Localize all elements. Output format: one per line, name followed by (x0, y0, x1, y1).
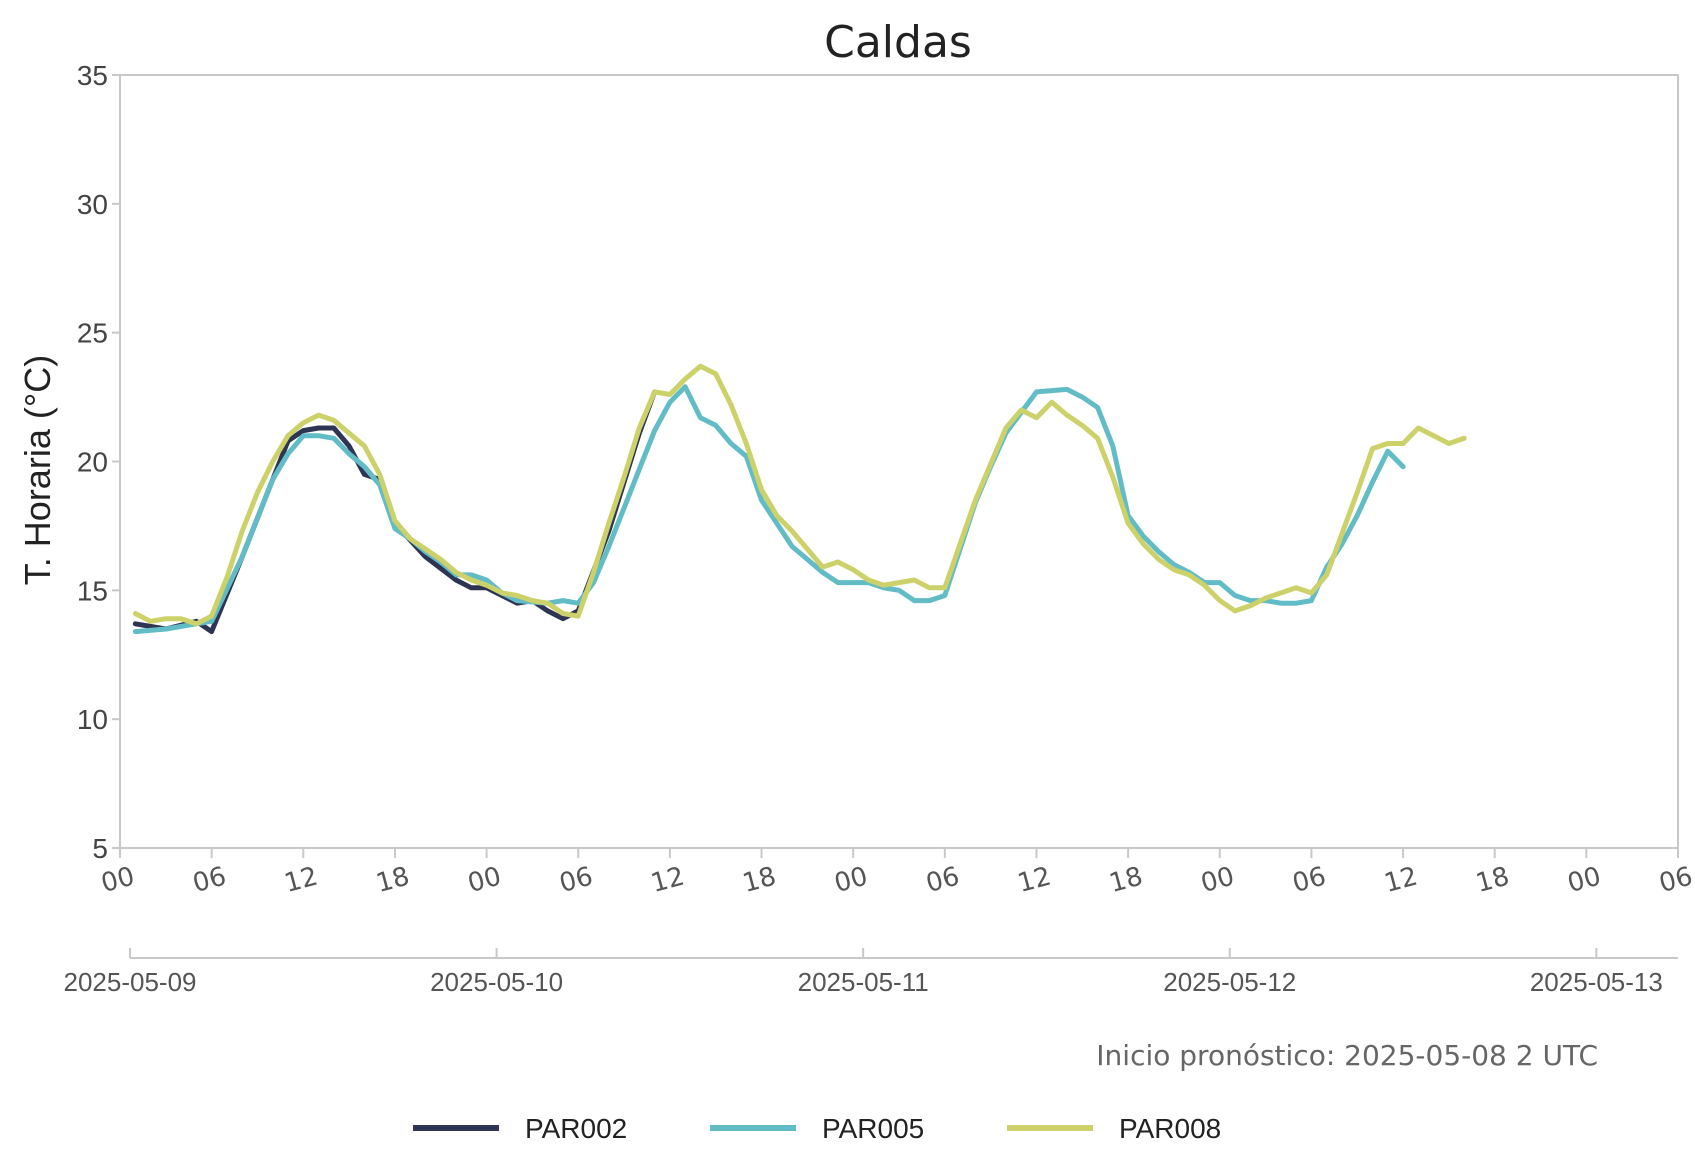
x-hour-axis: 00 06 12 18 00 06 12 18 00 06 12 18 00 06 12 18 00 06 (98, 848, 1695, 899)
x-date-axis: 2025-05-09 2025-05-10 2025-05-11 2025-05-12… (64, 948, 1678, 997)
y-tick-label: 5 (92, 833, 108, 864)
y-tick-label: 35 (77, 60, 108, 91)
x-hour-tick-label: 12 (281, 862, 321, 900)
date-tick-label: 2025-05-10 (430, 967, 563, 997)
x-hour-tick-label: 00 (465, 862, 505, 900)
x-hour-tick-label: 00 (98, 862, 138, 900)
y-tick-label: 20 (77, 447, 108, 478)
x-hour-tick-label: 12 (648, 862, 688, 900)
legend-label-par002: PAR002 (525, 1113, 627, 1144)
legend-label-par005: PAR005 (822, 1113, 924, 1144)
y-tick-label: 10 (77, 704, 108, 735)
plot-area-border (119, 74, 1679, 849)
x-hour-tick-label: 00 (831, 862, 871, 900)
series-line-par005 (132, 384, 1406, 635)
x-hour-tick-label: 06 (190, 862, 230, 900)
legend-label-par008: PAR008 (1119, 1113, 1221, 1144)
x-hour-tick-label: 06 (1289, 862, 1329, 900)
date-tick-label: 2025-05-13 (1530, 967, 1663, 997)
x-hour-tick-label: 00 (1564, 862, 1604, 900)
y-tick-label: 30 (77, 189, 108, 220)
date-tick-label: 2025-05-09 (64, 967, 197, 997)
series-line-par002 (132, 389, 658, 635)
plot-frame (119, 74, 1679, 849)
series-line-par008 (132, 363, 1467, 627)
chart-title: Caldas (824, 17, 972, 68)
x-hour-tick-label: 06 (923, 862, 963, 900)
y-axis-label: T. Horaria (°C) (17, 355, 58, 585)
x-hour-tick-label: 00 (1198, 862, 1238, 900)
date-tick-label: 2025-05-12 (1163, 967, 1296, 997)
date-tick-label: 2025-05-11 (798, 967, 929, 997)
y-tick-label: 25 (77, 318, 108, 349)
x-hour-tick-label: 18 (373, 862, 413, 900)
x-hour-tick-label: 12 (1381, 862, 1421, 900)
x-hour-tick-label: 18 (1473, 862, 1513, 900)
y-axis: 5 10 15 20 25 30 35 (77, 60, 120, 864)
legend: PAR002 PAR005 PAR008 (413, 1113, 1221, 1144)
x-hour-tick-label: 06 (556, 862, 596, 900)
forecast-start-note: Inicio pronóstico: 2025-05-08 2 UTC (1096, 1039, 1598, 1072)
y-tick-label: 15 (77, 575, 108, 606)
x-hour-tick-label: 12 (1015, 862, 1055, 900)
x-hour-tick-label: 06 (1656, 862, 1695, 900)
series-lines (132, 363, 1467, 635)
x-hour-tick-label: 18 (740, 862, 780, 900)
x-hour-tick-label: 18 (1106, 862, 1146, 900)
